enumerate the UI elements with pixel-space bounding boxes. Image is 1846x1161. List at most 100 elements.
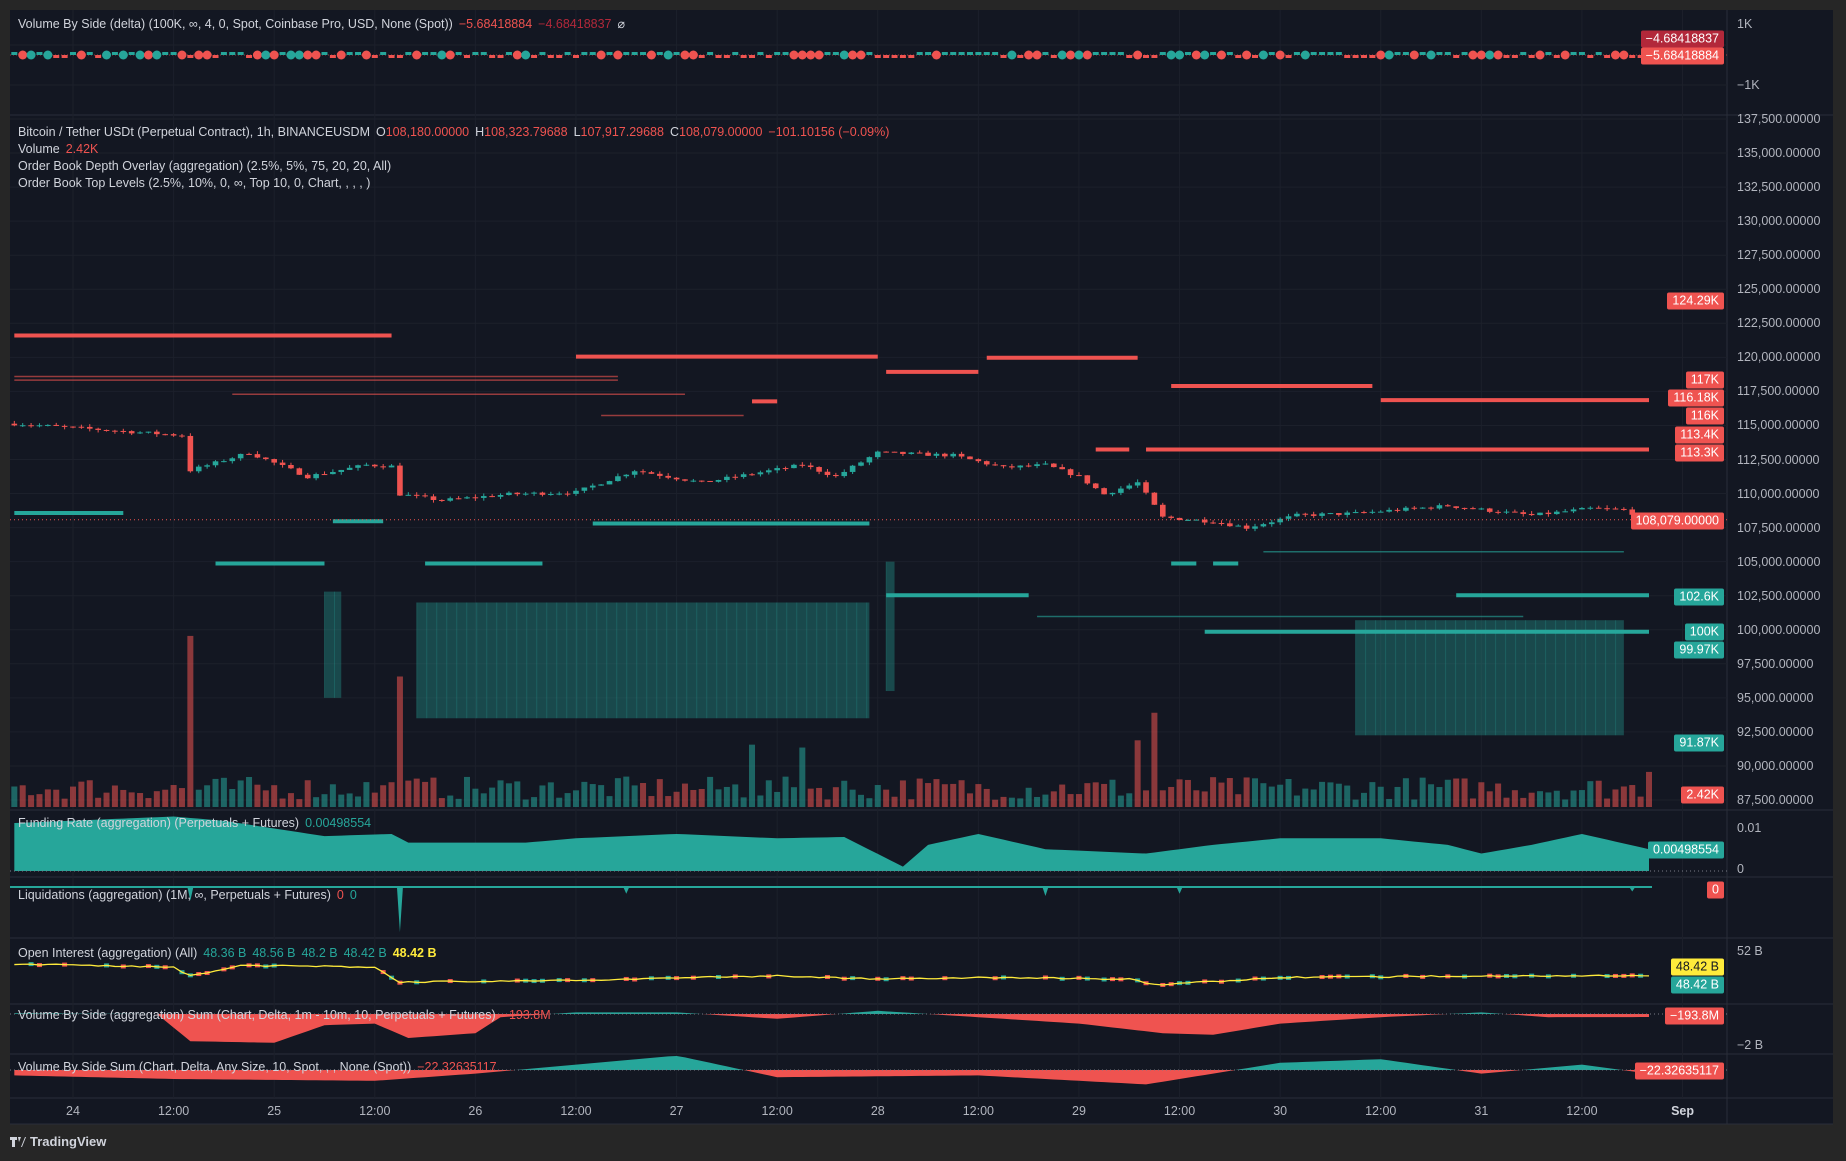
candle-body: [288, 465, 294, 469]
delta-bar: [1335, 52, 1342, 55]
delta-bar: [1637, 55, 1644, 58]
volume-bar: [774, 791, 781, 807]
top-pane-legend[interactable]: Volume By Side (delta) (100K, ∞, 4, 0, S…: [18, 16, 631, 33]
volume-bar: [103, 792, 110, 807]
delta-dot: [1024, 50, 1034, 60]
delta-dot: [1376, 50, 1386, 60]
oi-badge-teal: 48.42 B: [1670, 976, 1724, 994]
candle-body: [1294, 513, 1300, 517]
delta-bar: [1570, 52, 1577, 55]
volume-bar: [589, 784, 596, 807]
volume-bar: [321, 794, 328, 807]
candle-body: [36, 425, 43, 427]
candle-body: [78, 426, 85, 428]
delta-dot: [194, 50, 204, 60]
brand-name: TradingView: [30, 1134, 107, 1149]
volume-bar: [1176, 779, 1183, 807]
candle-body: [422, 495, 428, 497]
delta-bar: [1461, 52, 1468, 55]
delta-bar: [1604, 55, 1611, 58]
liquidations-title: Liquidations (aggregation) (1M, ∞, Perpe…: [18, 888, 331, 902]
delta-bar: [371, 55, 378, 58]
liquidation-spike: [612, 887, 641, 894]
top-levels-legend[interactable]: Order Book Top Levels (2.5%, 10%, 0, ∞, …: [18, 176, 371, 190]
volume-bar: [438, 798, 445, 807]
delta-bar: [1545, 52, 1552, 55]
delta-dot: [143, 50, 153, 60]
candle-body: [70, 426, 76, 428]
volume-bar: [137, 793, 144, 807]
candle-body: [598, 484, 604, 486]
delta-bar: [70, 52, 76, 55]
volume-bar: [279, 798, 286, 807]
volume-bar: [925, 783, 932, 807]
volume-legend[interactable]: Volume 2.42K: [18, 141, 104, 158]
candle-body: [1486, 508, 1493, 512]
volume-bar: [246, 776, 253, 807]
delta-bar: [1235, 55, 1242, 58]
volume-bar: [78, 781, 85, 807]
delta-dot: [663, 50, 673, 60]
price-label: 95,000.00000: [1737, 690, 1814, 705]
volume-label: Volume: [18, 142, 60, 156]
delta-dot: [1032, 50, 1042, 60]
candle-body: [1185, 519, 1191, 521]
candle-body: [1537, 512, 1543, 516]
oi-legend[interactable]: Open Interest (aggregation) (All) 48.36 B…: [18, 945, 442, 962]
volume-bar: [858, 794, 865, 807]
volume-bar: [1092, 782, 1099, 807]
candle-body: [346, 467, 353, 470]
candle-body: [1310, 514, 1317, 516]
candle-body: [1084, 475, 1091, 484]
candle-body: [480, 496, 487, 498]
volume-bar: [413, 778, 420, 807]
delta-dot: [1175, 50, 1185, 60]
volume-bar: [1335, 783, 1342, 807]
candle-body: [942, 453, 948, 457]
volume-bar: [1419, 777, 1426, 807]
price-label: 90,000.00000: [1737, 758, 1814, 773]
price-label: 132,500.00000: [1737, 180, 1821, 195]
volume-bar: [120, 789, 127, 807]
volume-bar: [916, 778, 923, 807]
volume-bar: [1302, 788, 1309, 807]
delta-dot: [797, 50, 807, 60]
volume-bar: [447, 795, 454, 807]
candle-body: [916, 452, 923, 454]
time-label: 25: [267, 1104, 282, 1118]
vbs-sum-legend[interactable]: Volume By Side Sum (Chart, Delta, Any Si…: [18, 1059, 503, 1076]
delta-bar: [1042, 52, 1049, 55]
candle-body: [86, 426, 93, 429]
candle-body: [330, 471, 336, 475]
volume-bar: [1109, 779, 1116, 807]
volume-bar: [1050, 791, 1057, 807]
candle-body: [1512, 511, 1518, 513]
depth-overlay-legend[interactable]: Order Book Depth Overlay (aggregation) (…: [18, 159, 392, 173]
vbs-sum-area-positive: [14, 1056, 1649, 1070]
delta-bar: [958, 52, 965, 55]
liquidations-legend[interactable]: Liquidations (aggregation) (1M, ∞, Perpe…: [18, 887, 363, 904]
volume-bar: [572, 790, 579, 807]
delta-bar: [1419, 52, 1426, 55]
volume-bar: [1193, 790, 1200, 807]
price-label: 137,500.00000: [1737, 112, 1821, 126]
volume-bar: [28, 795, 35, 807]
candle-body: [983, 461, 990, 465]
candle-body: [648, 472, 655, 474]
volume-bar: [799, 747, 806, 807]
funding-legend[interactable]: Funding Rate (aggregation) (Perpetuals +…: [18, 815, 377, 832]
candle-body: [908, 452, 915, 454]
vbs-agg-legend[interactable]: Volume By Side (aggregation) Sum (Chart,…: [18, 1007, 557, 1024]
volume-bar: [1620, 786, 1627, 807]
volume-bar: [1252, 778, 1259, 807]
delta-bar: [1117, 52, 1124, 55]
delta-bar: [1050, 55, 1057, 58]
candle-body: [623, 474, 630, 477]
delta-bar: [572, 55, 579, 58]
volume-bar: [128, 792, 135, 807]
volume-bar: [1428, 784, 1435, 807]
main-legend[interactable]: Bitcoin / Tether USDt (Perpetual Contrac…: [18, 124, 895, 141]
volume-bar: [681, 783, 688, 807]
delta-bar: [246, 55, 253, 58]
